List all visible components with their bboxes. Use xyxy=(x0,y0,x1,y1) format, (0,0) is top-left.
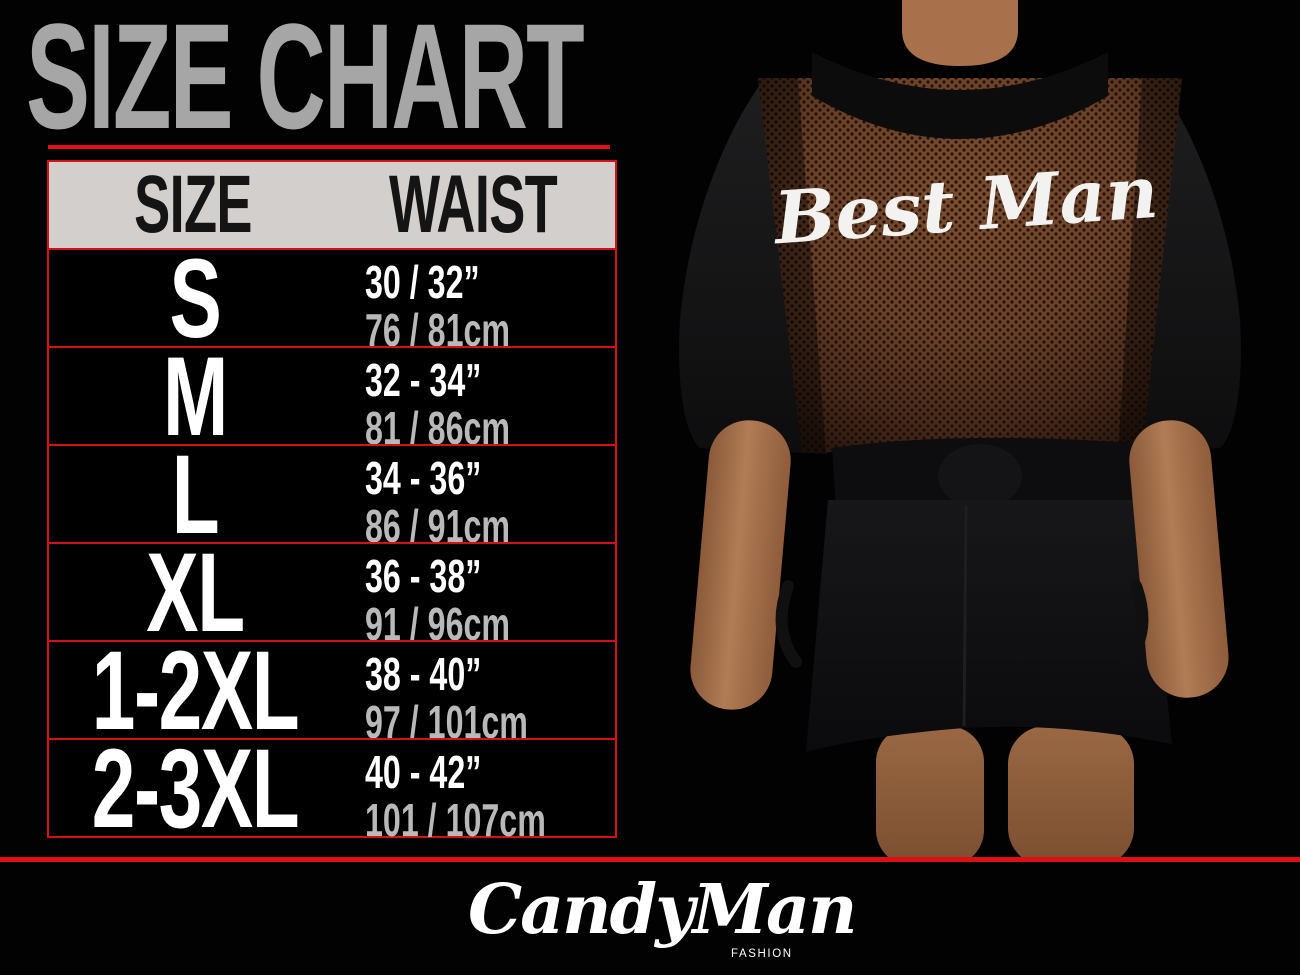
table-row: 2-3XL 40 - 42” 101 / 107cm xyxy=(49,733,615,845)
table-row: 1-2XL 38 - 40” 97 / 101cm xyxy=(49,635,615,747)
table-row: S 30 / 32” 76 / 81cm xyxy=(49,243,615,355)
size-cell: M xyxy=(163,334,228,459)
neck-skin xyxy=(902,0,1018,66)
size-cell: XL xyxy=(146,530,245,655)
waist-inches: 40 - 42” xyxy=(365,746,482,798)
title-underline xyxy=(48,145,610,149)
waist-inches: 36 - 38” xyxy=(365,550,482,602)
forearm-left xyxy=(690,420,791,710)
forearm-right xyxy=(1129,420,1229,698)
waist-cm: 97 / 101cm xyxy=(365,696,528,748)
size-cell: S xyxy=(169,236,222,361)
table-row: XL 36 - 38” 91 / 96cm xyxy=(49,537,615,649)
waist-inches: 34 - 36” xyxy=(365,452,482,504)
robe-tie-left xyxy=(775,580,802,668)
waist-cm: 91 / 96cm xyxy=(365,598,511,650)
mesh-dots xyxy=(758,78,1182,452)
belt-knot xyxy=(938,444,1022,508)
thigh-left xyxy=(876,726,984,858)
page-title: SIZE CHART xyxy=(26,0,585,160)
footer-divider xyxy=(0,857,1300,862)
size-table: SIZE WAIST S 30 / 32” 76 / 81cm M 32 - 3… xyxy=(47,159,617,845)
waist-cm: 101 / 107cm xyxy=(365,794,546,846)
skirt xyxy=(806,500,1172,752)
waist-inches: 30 / 32” xyxy=(365,256,480,308)
size-cell: 1-2XL xyxy=(91,628,300,753)
waist-inches: 38 - 40” xyxy=(365,648,482,700)
waist-inches: 32 - 34” xyxy=(365,354,482,406)
mesh-shade-left xyxy=(758,78,826,452)
brand-logo: CandyMan FASHION xyxy=(468,870,857,970)
header-size-label: SIZE xyxy=(134,159,252,250)
waist-cm: 81 / 86cm xyxy=(365,402,511,454)
thigh-right xyxy=(1008,726,1134,858)
robe-tie-right xyxy=(1122,580,1149,668)
header-waist-label: WAIST xyxy=(388,159,558,250)
mesh-shade-right xyxy=(1118,78,1182,452)
collar xyxy=(812,52,1108,139)
size-cell: 2-3XL xyxy=(91,726,300,851)
waist-cm: 86 / 91cm xyxy=(365,500,511,552)
brand-name: CandyMan xyxy=(468,870,857,950)
table-row: M 32 - 34” 81 / 86cm xyxy=(49,341,615,453)
size-cell: L xyxy=(171,432,220,557)
table-header: SIZE WAIST xyxy=(49,159,615,250)
table-row: L 34 - 36” 86 / 91cm xyxy=(49,439,615,551)
brand-fashion-label: FASHION xyxy=(731,948,793,960)
waist-cm: 76 / 81cm xyxy=(365,304,511,356)
skirt-seam xyxy=(962,505,968,727)
product-photo: Best Man xyxy=(679,0,1241,858)
